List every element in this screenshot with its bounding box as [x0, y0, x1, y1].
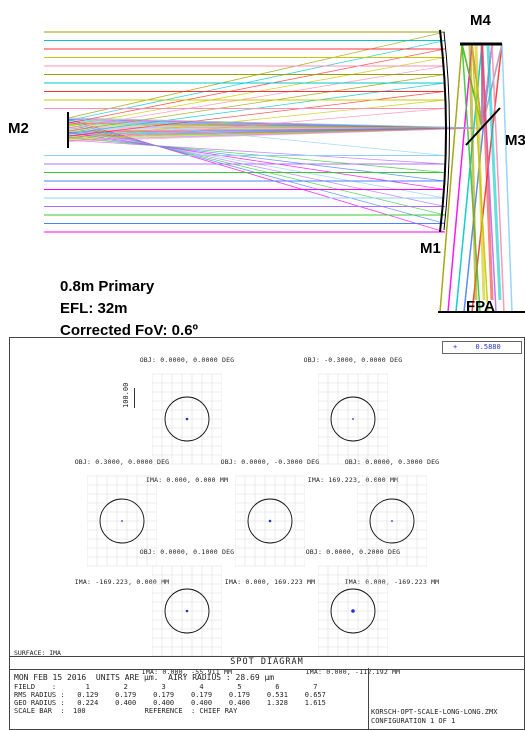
spot-obj-label: OBJ: -0.3000, 0.0000 DEG: [273, 356, 433, 364]
m1-mirror: [440, 30, 446, 232]
footer-geo-line: GEO RADIUS : 0.224 0.400 0.400 0.400 0.4…: [14, 699, 364, 707]
spot-obj-label: OBJ: 0.0000, 0.0000 DEG: [107, 356, 267, 364]
footer-date-line: MON FEB 15 2016 UNITS ARE µm. AIRY RADIU…: [14, 672, 364, 683]
optical-layout: M2 M4 M3 M1 FPA 0.8m Primary EFL: 32m Co…: [0, 0, 525, 330]
footer-field-line: FIELD : 1 2 3 4 5 6 7: [14, 683, 364, 691]
legend-value: 0.5880: [475, 343, 500, 351]
scale-bar-label: 100.00: [122, 383, 130, 408]
spot-marker: [351, 609, 355, 613]
legend-marker-icon: +: [453, 343, 457, 351]
footer-info: MON FEB 15 2016 UNITS ARE µm. AIRY RADIU…: [14, 672, 364, 715]
spot-obj-label: OBJ: 0.0000, 0.1000 DEG: [107, 548, 267, 556]
footer-rms-line: RMS RADIUS : 0.129 0.179 0.179 0.179 0.1…: [14, 691, 364, 699]
m1-label: M1: [420, 240, 441, 257]
spot-grid: [318, 561, 388, 661]
footer-configuration: CONFIGURATION 1 OF 1: [371, 717, 455, 725]
m2-label: M2: [8, 120, 29, 137]
spec-block: 0.8m Primary EFL: 32m Corrected FoV: 0.6…: [60, 276, 198, 342]
spot-obj-label: OBJ: 0.0000, 0.3000 DEG: [312, 458, 472, 466]
spot-marker: [269, 520, 272, 523]
footer-divider: [368, 668, 369, 729]
spot-marker: [121, 520, 123, 522]
fpa-label: FPA: [466, 298, 495, 315]
m4-label: M4: [470, 12, 491, 29]
spot-marker: [186, 610, 189, 613]
scale-bar-line: [134, 388, 135, 408]
spot-marker: [391, 520, 393, 522]
m3-label: M3: [505, 132, 525, 149]
spot-grid: [152, 561, 222, 661]
spec-primary: 0.8m Primary: [60, 276, 198, 298]
legend-box: + 0.5880: [442, 341, 522, 354]
spec-efl: EFL: 32m: [60, 298, 198, 320]
footer-scale-line: SCALE BAR : 100 REFERENCE : CHIEF RAY: [14, 707, 364, 715]
spot-marker: [352, 418, 354, 420]
spot-diagram-title: SPOT DIAGRAM: [10, 657, 524, 667]
footer-file-name: KORSCH-OPT-SCALE-LONG-LONG.ZMX: [371, 708, 497, 716]
spot-obj-label: OBJ: 0.3000, 0.0000 DEG: [42, 458, 202, 466]
spot-grid: [318, 369, 388, 469]
spot-grid: [152, 369, 222, 469]
spot-marker: [186, 418, 189, 421]
spot-obj-label: OBJ: 0.0000, 0.2000 DEG: [273, 548, 433, 556]
